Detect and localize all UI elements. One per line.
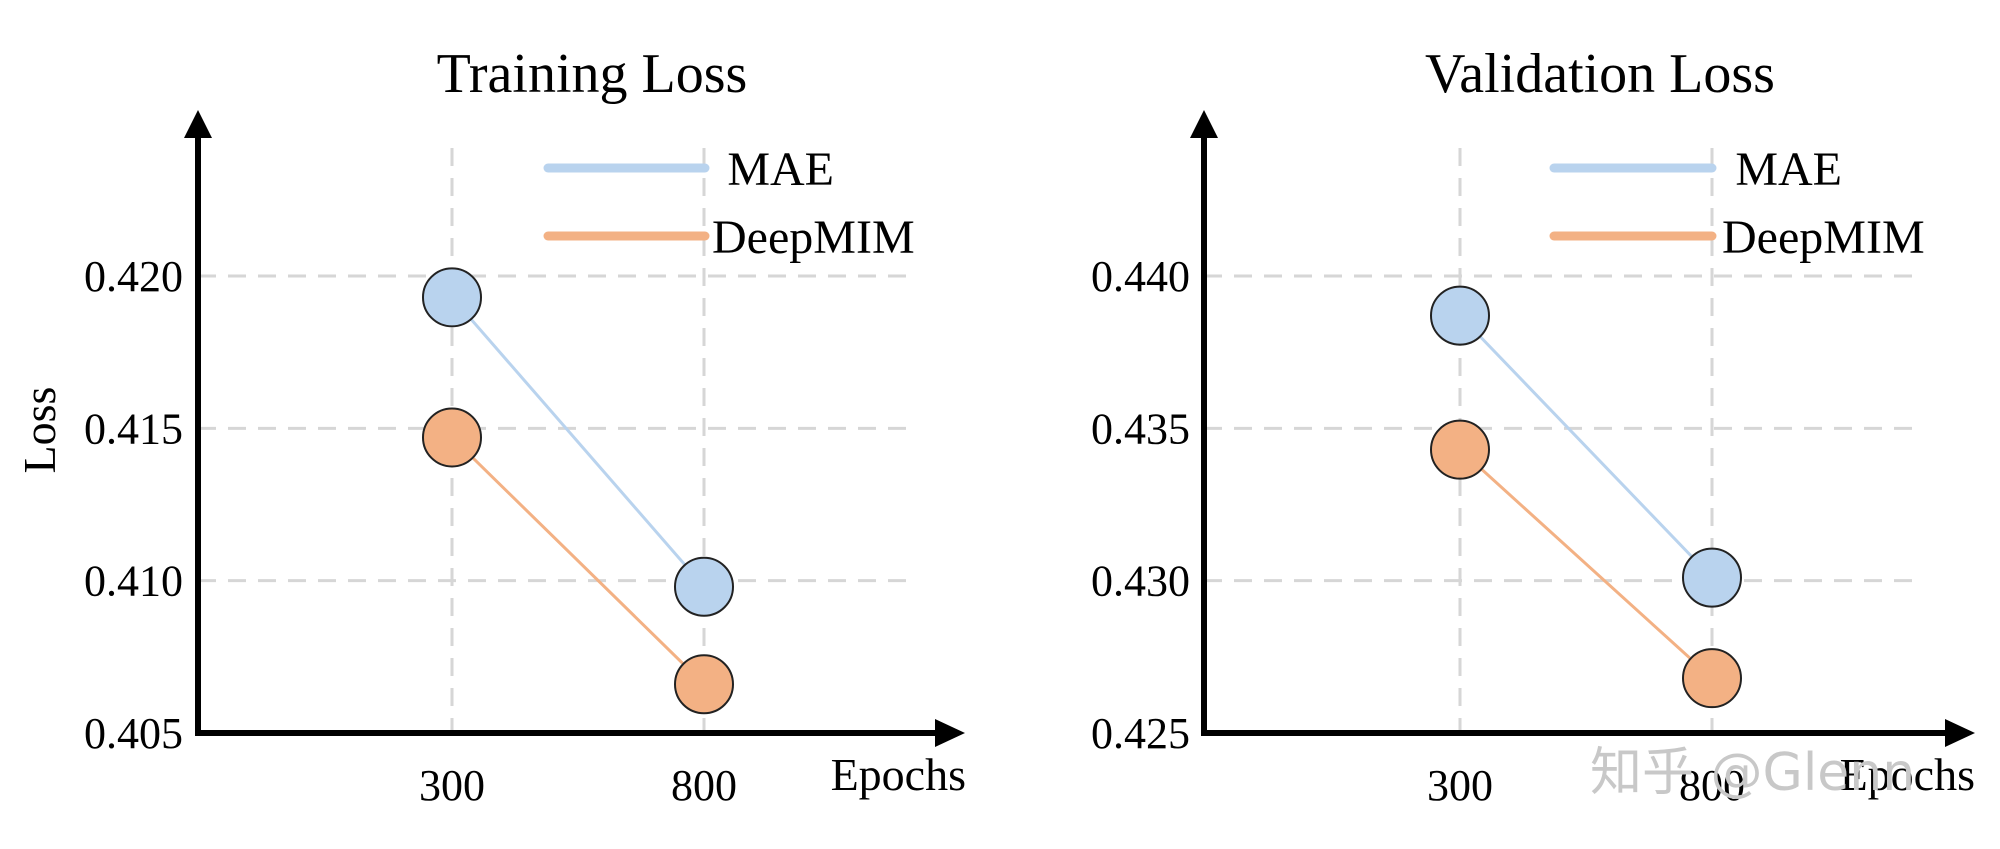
data-point-mae (422, 267, 482, 328)
x-axis-label: Epochs (831, 749, 966, 800)
y-tick-label: 0.440 (1091, 252, 1190, 301)
series-line-mae (1458, 314, 1714, 579)
x-tick-label: 800 (671, 761, 737, 810)
y-tick-label: 0.420 (84, 252, 183, 301)
y-tick-label: 0.405 (84, 709, 183, 758)
y-axis-arrow (1190, 110, 1218, 138)
data-point-deepmim (674, 654, 734, 715)
y-tick-label: 0.435 (1091, 404, 1190, 453)
y-axis-label: Loss (14, 387, 65, 474)
chart-title: Validation Loss (1425, 43, 1775, 105)
data-point-mae (674, 556, 734, 617)
y-tick-label: 0.410 (84, 557, 183, 606)
validation-loss-chart: Validation Loss 0.425 0.430 0.435 0.440 300 80… (1091, 43, 1975, 810)
data-point-deepmim (422, 407, 482, 468)
x-axis-label: Epochs (1840, 749, 1975, 800)
series-line-mae (450, 296, 706, 588)
watermark-text: 知乎 @Glenn (1590, 743, 1915, 803)
data-point-mae (1430, 285, 1490, 346)
legend-label-mae: MAE (1735, 143, 1842, 196)
series-line-deepmim (1458, 448, 1714, 680)
series-line-deepmim (450, 436, 706, 686)
data-point-deepmim (1430, 419, 1490, 480)
y-tick-label: 0.430 (1091, 557, 1190, 606)
y-tick-label: 0.425 (1091, 709, 1190, 758)
legend-label-mae: MAE (727, 143, 834, 196)
x-tick-label: 300 (1427, 761, 1493, 810)
y-axis-arrow (184, 110, 212, 138)
legend-label-deepmim: DeepMIM (1722, 211, 1925, 264)
y-tick-label: 0.415 (84, 404, 183, 453)
data-point-deepmim (1682, 648, 1742, 709)
x-axis-arrow (935, 719, 965, 747)
training-loss-chart: Training Loss 0.405 0.410 0.415 0.420 300 800 E… (14, 43, 966, 810)
x-tick-label: 800 (1679, 761, 1745, 810)
x-axis-arrow (1945, 719, 1975, 747)
chart-title: Training Loss (437, 43, 748, 105)
x-tick-label: 300 (419, 761, 485, 810)
data-point-mae (1682, 547, 1742, 608)
legend-label-deepmim: DeepMIM (712, 211, 915, 264)
